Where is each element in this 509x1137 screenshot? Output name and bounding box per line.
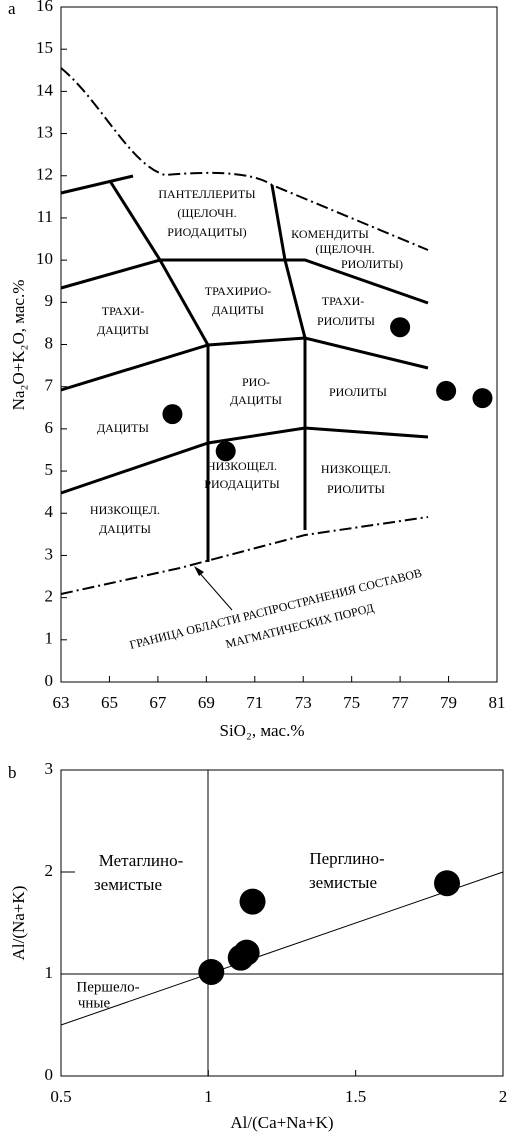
x-tick-label: 2 [499,1087,508,1106]
y-tick-label: 9 [45,291,54,310]
boundary [60,258,429,305]
annotation: земистые [94,875,162,894]
annotation: ТРАХИ- [102,304,144,318]
plot-frame [60,769,504,1077]
x-tick-label: 63 [53,693,70,712]
annotation: РИОЛИТЫ) [341,257,403,271]
panel-label: b [8,763,17,782]
y-tick-label: 7 [45,376,54,395]
boundary [270,184,307,530]
x-tick-label: 69 [198,693,215,712]
x-tick-label: 73 [295,693,312,712]
arrow [196,569,233,611]
y-tick-label: 4 [45,502,54,521]
y-axis-label: Al/(Na+K) [9,886,28,961]
data-point [215,441,236,462]
x-axis-label: Al/(Ca+Na+K) [230,1113,333,1132]
data-point [472,388,493,409]
x-axis-label: SiO₂, мас.% [219,721,304,740]
data-point [434,870,461,897]
y-tick-label: 6 [45,418,54,437]
x-tick-label: 1.5 [345,1087,366,1106]
data-point [162,404,183,425]
y-tick-label: 11 [37,207,53,226]
data-point [436,380,457,401]
x-tick-label: 65 [101,693,118,712]
x-tick-label: 79 [440,693,457,712]
boundary [108,180,210,562]
y-tick-label: 8 [45,333,54,352]
y-tick-label: 0 [45,1065,54,1084]
annotation: РИОЛИТЫ [317,314,376,328]
annotation: (ЩЕЛОЧН. [177,206,236,220]
data-point [390,317,411,338]
data-point [239,888,266,915]
annotation: НИЗКОЩЕЛ. [321,462,391,476]
y-tick-label: 10 [36,249,53,268]
annotation: ДАЦИТЫ [97,421,150,435]
data-point [233,939,260,966]
annotation: Перглино- [309,849,385,868]
y-tick-label: 15 [36,38,53,57]
y-axis-label: Na₂O+K₂O, мас.% [9,280,28,411]
boundary [60,174,134,195]
y-tick-label: 12 [36,165,53,184]
annotation: НИЗКОЩЕЛ. [90,503,160,517]
y-tick-label: 1 [45,963,54,982]
annotation: ГРАНИЦА ОБЛАСТИ РАСПРОСТРАНЕНИЯ СОСТАВОВ [128,566,423,652]
annotation: Метаглино- [99,851,184,870]
panel-label: a [8,0,16,18]
annotation: Першело- [76,979,139,995]
annotation: РИОЛИТЫ [329,385,388,399]
y-tick-label: 0 [45,671,54,690]
arrow-head [194,566,204,576]
y-tick-label: 2 [45,587,54,606]
annotation: КОМЕНДИТЫ [291,227,369,241]
annotation: земистые [309,873,377,892]
annotation: НИЗКОЩЕЛ. [207,459,277,473]
annotation: РИОДАЦИТЫ) [167,225,246,239]
annotation: ПАНТЕЛЛЕРИТЫ [158,187,256,201]
field-border [60,516,429,595]
annotation: (ЩЕЛОЧН. [315,242,374,256]
boundary [60,426,429,495]
y-tick-label: 3 [45,544,54,563]
x-tick-label: 67 [149,693,167,712]
x-tick-label: 71 [246,693,263,712]
annotation: чные [78,995,111,1011]
annotation: РИОЛИТЫ [327,482,386,496]
y-tick-label: 5 [45,460,54,479]
annotation: ДАЦИТЫ [97,323,150,337]
y-tick-label: 14 [36,80,54,99]
annotation: ДАЦИТЫ [230,393,283,407]
x-tick-label: 0.5 [50,1087,71,1106]
annotation: РИОДАЦИТЫ [204,477,280,491]
y-tick-label: 2 [45,861,54,880]
annotation: РИО- [242,375,270,389]
reference-line [60,871,504,1026]
annotation: ДАЦИТЫ [99,522,152,536]
field-border [60,67,429,251]
annotation: ТРАХИ- [322,294,364,308]
x-tick-label: 1 [204,1087,213,1106]
x-tick-label: 75 [343,693,360,712]
y-tick-label: 3 [45,759,54,778]
y-tick-label: 1 [45,629,54,648]
boundary [60,336,429,392]
x-tick-label: 77 [392,693,410,712]
x-tick-label: 81 [489,693,506,712]
plot-frame [60,6,498,683]
y-tick-label: 16 [36,0,53,15]
annotation: ТРАХИРИО- [205,284,271,298]
data-point [198,958,225,985]
annotation: ДАЦИТЫ [212,303,265,317]
y-tick-label: 13 [36,122,53,141]
